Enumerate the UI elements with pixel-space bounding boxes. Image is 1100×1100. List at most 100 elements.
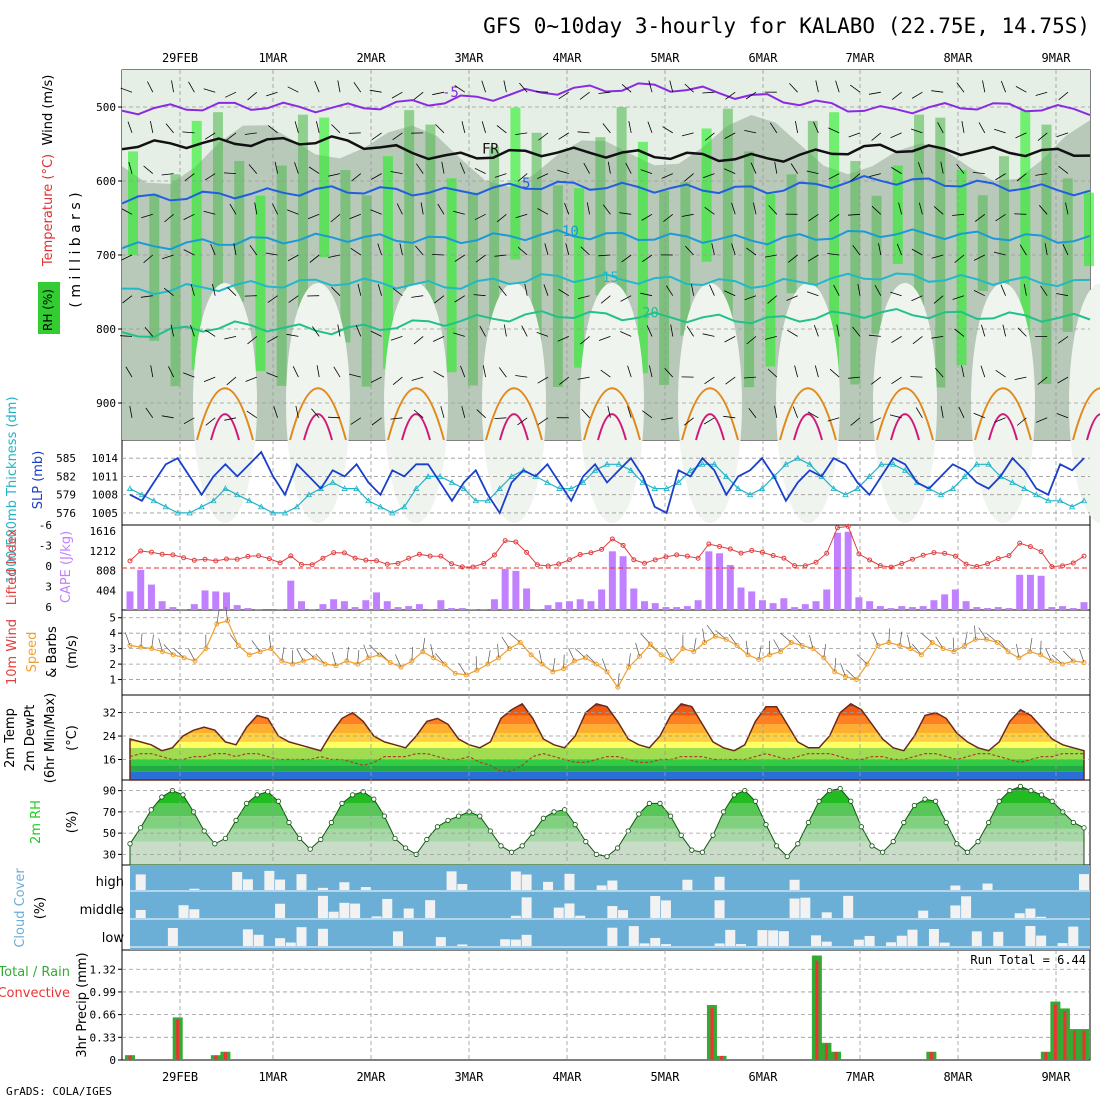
wind-point: [528, 652, 534, 658]
rh-point: [455, 813, 462, 819]
precip-panel: 0 0.33 0.66 0.99 1.32 Run Total = 6.44 3hr Pre…: [0, 950, 1090, 1067]
cape-bar: [823, 589, 831, 610]
wind-point: [387, 660, 393, 666]
wind-barb: [294, 121, 299, 134]
wind-barb: [640, 169, 653, 174]
wind-barb: [642, 410, 653, 419]
cloud-fraction-bar: [800, 897, 811, 918]
cape-bar: [758, 600, 766, 610]
wind-barb: [183, 213, 195, 220]
li-tick-label: -6: [39, 519, 52, 532]
wind-barb: [1017, 327, 1027, 337]
wind-barb: [226, 132, 237, 141]
wind-barb: [357, 283, 362, 296]
wind-barb: [122, 295, 133, 304]
cloud-fraction-bar: [500, 939, 511, 946]
wind-barb: [940, 405, 944, 418]
rh-point: [318, 836, 324, 843]
thickness-point: [723, 473, 730, 479]
cape-bar: [533, 609, 541, 610]
wind-barb: [891, 376, 902, 385]
wind-barb: [664, 368, 674, 378]
cape-bar: [576, 599, 584, 610]
bottom-date-label: 1MAR: [259, 1070, 289, 1084]
wind-barb: [538, 132, 549, 141]
thickness-point: [830, 485, 837, 491]
rh-moist-streak: [489, 146, 500, 338]
precip-convective-bar: [710, 1007, 714, 1060]
wind-barb: [621, 254, 632, 263]
wind-barb: [392, 287, 403, 297]
wind-barb: [459, 162, 466, 174]
cape-bar: [780, 598, 788, 610]
wind-barb: [370, 330, 382, 337]
cape-bar: [951, 589, 959, 610]
wind-barb: [170, 324, 174, 337]
cape-bar: [373, 592, 381, 610]
rh-point: [795, 841, 801, 847]
wind-barb: [1023, 283, 1027, 296]
temp-color-band: [130, 706, 1084, 716]
rh-tick-label: 70: [103, 806, 116, 819]
rh-point: [339, 800, 345, 806]
cloud-level-label: middle: [80, 903, 124, 918]
cape-bar: [1048, 607, 1056, 610]
wind-barb: [711, 243, 715, 256]
wind-barb: [869, 417, 881, 424]
rh-point: [244, 800, 250, 806]
rh-point: [752, 798, 759, 804]
cape-bar: [1037, 575, 1045, 610]
cloud-fraction-bar: [907, 929, 918, 946]
wind-barb: [1000, 284, 1006, 296]
wind-barb: [871, 132, 882, 141]
wind-barb: [204, 132, 216, 140]
wind-barb: [954, 328, 965, 337]
wind-point: [539, 661, 545, 667]
rh-moist-streak: [212, 112, 223, 300]
wind-barb: [931, 90, 944, 93]
wind-point: [506, 646, 512, 652]
hot-contour: [401, 413, 431, 441]
wind-barb: [600, 295, 611, 304]
wind-barb: [786, 295, 798, 301]
wind-barb: [515, 132, 528, 135]
cape-bar: [126, 591, 134, 610]
wind-barb: [602, 123, 611, 134]
warm-contour: [681, 387, 739, 441]
precip-axis-label: 3hr Precip (mm): [75, 952, 90, 1057]
cloud-fraction-bar: [811, 935, 822, 946]
pressure-units-label: ( m i l l i b a r s ): [68, 192, 84, 307]
rh-point: [699, 849, 706, 855]
wind-barb: [441, 161, 445, 174]
li-point: [642, 560, 648, 566]
cloud-fraction-bar: [328, 911, 339, 918]
wind-barb: [956, 82, 965, 93]
wind-barb: [564, 202, 570, 215]
wind-barb: [294, 162, 299, 174]
rh-moist-streak: [807, 120, 818, 308]
wind-barb: [780, 633, 792, 643]
wind-barb: [161, 173, 174, 176]
rh-point: [975, 839, 981, 845]
cape-bar: [565, 601, 573, 610]
wind-axis-label: Wind (m/s): [41, 75, 56, 146]
cloud-fraction-bar: [682, 879, 693, 890]
warm-contour: [779, 387, 837, 441]
wind-barb: [316, 365, 320, 378]
wind-barb: [158, 638, 163, 652]
precip-convective-bar: [176, 1019, 180, 1060]
wind-barb: [660, 417, 673, 421]
wind-barb: [563, 654, 565, 669]
wind-barb: [521, 325, 528, 337]
temp-color-band: [130, 733, 1084, 742]
cloud-fraction-bar: [575, 915, 586, 918]
wind-barb: [617, 673, 620, 688]
wind-barb: [681, 213, 694, 217]
cloud-fraction-bar: [660, 944, 671, 946]
wind-barb: [267, 125, 278, 134]
wind-barb: [828, 173, 840, 180]
rh-point: [763, 822, 769, 828]
thickness-point: [866, 473, 873, 479]
wind-barb: [245, 376, 257, 382]
wind-barb: [746, 247, 757, 256]
